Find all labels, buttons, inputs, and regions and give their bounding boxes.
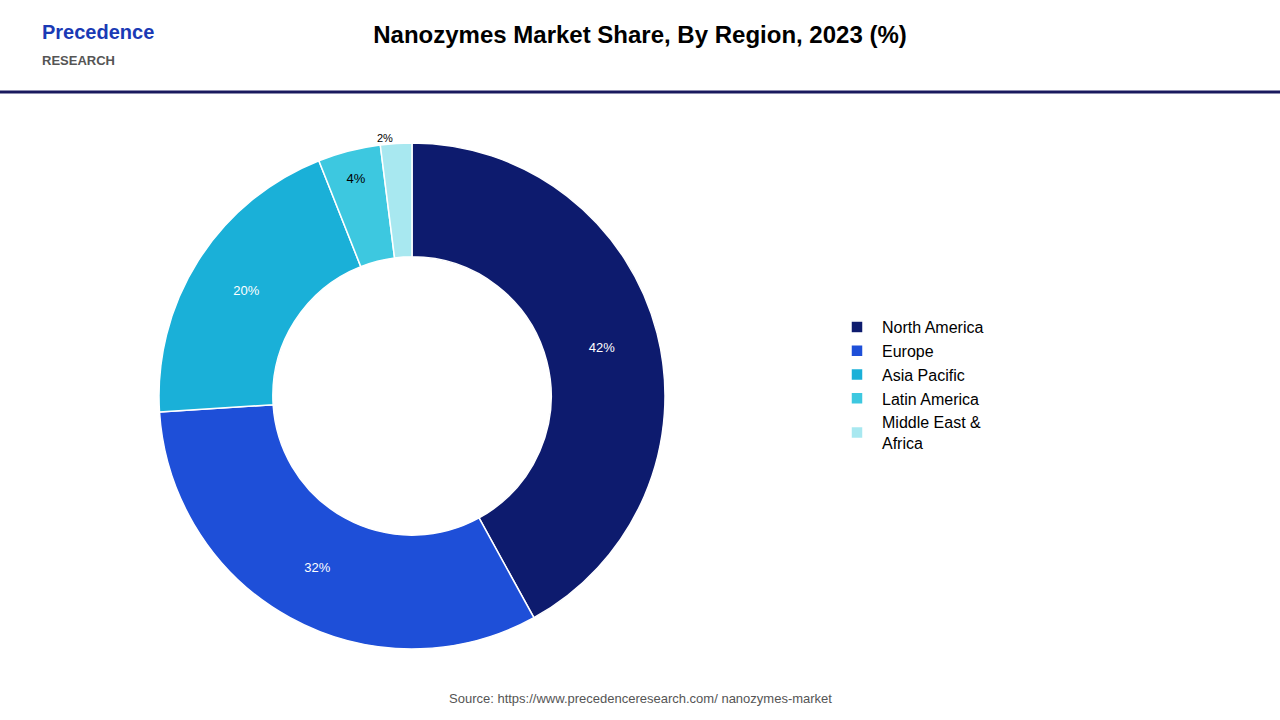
svg-text:Europe: Europe (882, 343, 934, 360)
svg-text:Precedence: Precedence (42, 21, 154, 43)
svg-text:Nanozymes Market Share, By Reg: Nanozymes Market Share, By Region, 2023 … (373, 21, 907, 48)
svg-text:North America: North America (882, 319, 983, 336)
svg-text:Latin America: Latin America (882, 391, 979, 408)
svg-text:4%: 4% (346, 171, 365, 186)
svg-text:Asia Pacific: Asia Pacific (882, 367, 965, 384)
svg-text:20%: 20% (233, 283, 259, 298)
svg-text:2%: 2% (377, 132, 393, 144)
svg-text:Middle East &Africa: Middle East &Africa (882, 414, 981, 452)
svg-text:Source: https://www.precedence: Source: https://www.precedenceresearch.c… (449, 691, 832, 706)
svg-text:RESEARCH: RESEARCH (42, 53, 115, 68)
svg-text:32%: 32% (304, 560, 330, 575)
svg-text:42%: 42% (589, 340, 615, 355)
